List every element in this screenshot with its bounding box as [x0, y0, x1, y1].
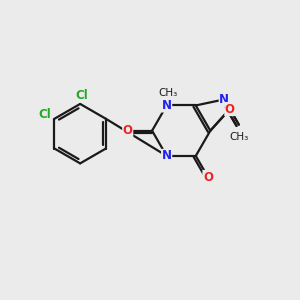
Text: N: N: [162, 149, 172, 162]
Text: N: N: [162, 99, 172, 112]
Text: O: O: [225, 103, 235, 116]
Text: N: N: [219, 93, 229, 106]
Text: CH₃: CH₃: [229, 132, 248, 142]
Text: Cl: Cl: [76, 89, 88, 102]
Text: O: O: [123, 124, 133, 137]
Text: CH₃: CH₃: [158, 88, 178, 98]
Text: Cl: Cl: [38, 108, 51, 121]
Text: O: O: [203, 170, 213, 184]
